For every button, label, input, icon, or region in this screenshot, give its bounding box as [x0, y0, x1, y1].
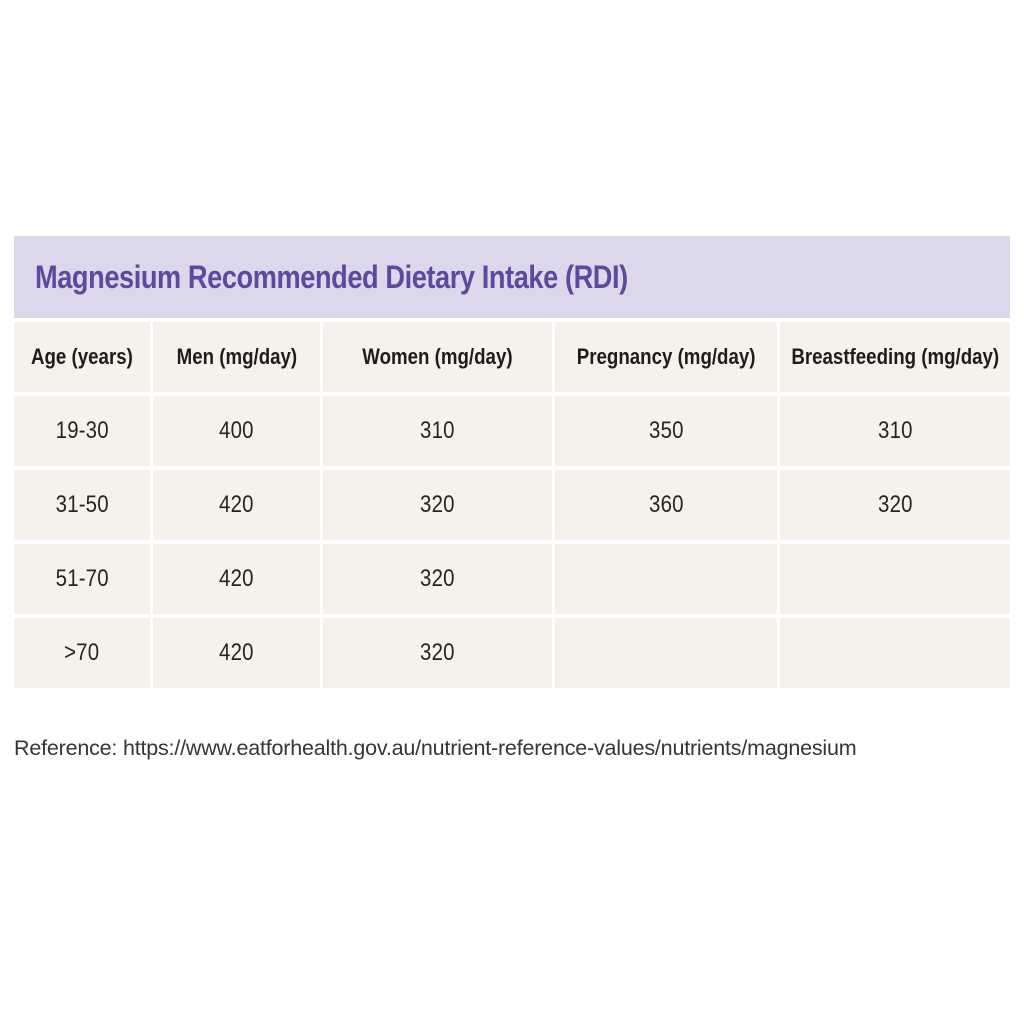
cell-value: 51-70 — [55, 565, 109, 592]
cell-value: >70 — [64, 639, 100, 666]
table-cell-age-19-30: 19-30 — [14, 396, 150, 466]
rdi-table: Age (years) Men (mg/day) Women (mg/day) … — [14, 322, 1010, 688]
table-cell-pregnancy-51-70-empty — [555, 544, 777, 614]
cell-value: 420 — [219, 491, 254, 518]
column-header-pregnancy: Pregnancy (mg/day) — [555, 322, 777, 392]
cell-value: 19-30 — [55, 417, 109, 444]
table-cell-breastfeeding-19-30: 310 — [780, 396, 1010, 466]
column-header-pregnancy-label: Pregnancy (mg/day) — [576, 344, 756, 369]
table-cell-pregnancy-19-30: 350 — [555, 396, 777, 466]
table-cell-breastfeeding-31-50: 320 — [780, 470, 1010, 540]
column-header-men-label: Men (mg/day) — [176, 344, 297, 369]
cell-value: 320 — [420, 491, 455, 518]
table-cell-age-51-70: 51-70 — [14, 544, 150, 614]
table-title-bar: Magnesium Recommended Dietary Intake (RD… — [14, 236, 1010, 318]
reference-text: Reference: https://www.eatforhealth.gov.… — [14, 736, 857, 760]
table-cell-pregnancy-over-70-empty — [555, 618, 777, 688]
column-header-age: Age (years) — [14, 322, 150, 392]
column-header-women-label: Women (mg/day) — [362, 344, 513, 369]
column-header-men: Men (mg/day) — [153, 322, 320, 392]
rdi-table-panel: Magnesium Recommended Dietary Intake (RD… — [14, 236, 1010, 688]
cell-value: 320 — [877, 491, 913, 518]
cell-value: 320 — [420, 639, 455, 666]
cell-value: 31-50 — [55, 491, 109, 518]
cell-value: 360 — [648, 491, 684, 518]
table-cell-men-51-70: 420 — [153, 544, 320, 614]
column-header-breastfeeding-label: Breastfeeding (mg/day) — [791, 344, 999, 369]
table-cell-men-over-70: 420 — [153, 618, 320, 688]
cell-value: 400 — [219, 417, 254, 444]
table-cell-women-19-30: 310 — [323, 396, 552, 466]
table-cell-women-over-70: 320 — [323, 618, 552, 688]
table-cell-pregnancy-31-50: 360 — [555, 470, 777, 540]
column-header-breastfeeding: Breastfeeding (mg/day) — [780, 322, 1010, 392]
column-header-women: Women (mg/day) — [323, 322, 552, 392]
cell-value: 320 — [420, 565, 455, 592]
table-cell-men-31-50: 420 — [153, 470, 320, 540]
table-cell-breastfeeding-51-70-empty — [780, 544, 1010, 614]
table-cell-age-over-70: >70 — [14, 618, 150, 688]
cell-value: 350 — [648, 417, 684, 444]
cell-value: 310 — [877, 417, 913, 444]
cell-value: 310 — [420, 417, 455, 444]
cell-value: 420 — [219, 565, 254, 592]
table-cell-women-31-50: 320 — [323, 470, 552, 540]
table-title: Magnesium Recommended Dietary Intake (RD… — [35, 258, 628, 295]
cell-value: 420 — [219, 639, 254, 666]
table-cell-breastfeeding-over-70-empty — [780, 618, 1010, 688]
table-cell-age-31-50: 31-50 — [14, 470, 150, 540]
table-cell-women-51-70: 320 — [323, 544, 552, 614]
table-cell-men-19-30: 400 — [153, 396, 320, 466]
column-header-age-label: Age (years) — [31, 344, 133, 369]
